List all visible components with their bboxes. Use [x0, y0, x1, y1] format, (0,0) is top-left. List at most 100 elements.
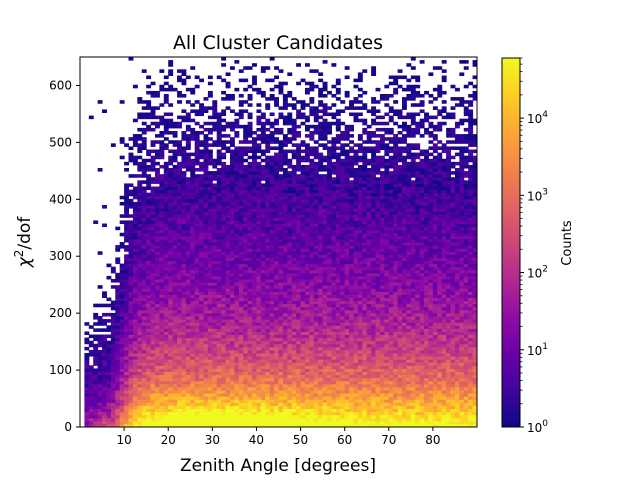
heatmap-cell: [282, 294, 288, 298]
heatmap-cell: [243, 248, 249, 252]
heatmap-cell: [106, 349, 112, 354]
heatmap-cell: [124, 201, 130, 206]
heatmap-cell: [203, 408, 209, 413]
heatmap-cell: [203, 195, 209, 200]
heatmap-cell: [119, 300, 125, 305]
heatmap-cell: [274, 316, 279, 320]
heatmap-cell: [146, 374, 152, 379]
heatmap-cell: [322, 232, 328, 237]
heatmap-cell: [304, 186, 310, 191]
heatmap-cell: [185, 411, 191, 416]
heatmap-cell: [243, 214, 249, 218]
heatmap-cell: [247, 205, 253, 209]
heatmap-cell: [291, 189, 297, 194]
heatmap-cell: [252, 337, 257, 342]
heatmap-cell: [225, 300, 231, 305]
heatmap-cell: [203, 316, 209, 320]
heatmap-cell: [247, 309, 253, 314]
heatmap-cell: [172, 402, 178, 406]
heatmap-cell: [296, 420, 302, 425]
heatmap-cell: [150, 251, 156, 255]
heatmap-cell: [216, 174, 222, 178]
heatmap-cell: [318, 380, 324, 385]
heatmap-cell: [287, 201, 293, 206]
heatmap-cell: [313, 393, 319, 397]
heatmap-cell: [203, 353, 209, 357]
heatmap-cell: [119, 365, 125, 369]
heatmap-cell: [194, 319, 200, 323]
heatmap-cell: [154, 294, 160, 298]
heatmap-cell: [146, 208, 152, 212]
heatmap-cell: [141, 393, 147, 397]
heatmap-cell: [203, 143, 209, 147]
heatmap-cell: [304, 288, 310, 292]
heatmap-cell: [265, 205, 271, 209]
heatmap-cell: [318, 337, 324, 342]
heatmap-cell: [141, 275, 147, 280]
heatmap-cell: [150, 140, 156, 144]
heatmap-cell: [88, 399, 94, 403]
heatmap-cell: [238, 235, 244, 240]
heatmap-cell: [234, 235, 240, 240]
heatmap-cell: [269, 121, 275, 126]
heatmap-cell: [168, 288, 174, 292]
heatmap-cell: [216, 411, 222, 416]
heatmap-cell: [146, 100, 152, 104]
heatmap-cell: [260, 334, 266, 339]
heatmap-cell: [229, 155, 235, 160]
heatmap-cell: [247, 368, 253, 372]
heatmap-cell: [256, 346, 262, 351]
heatmap-cell: [181, 405, 187, 409]
heatmap-cell: [243, 263, 249, 268]
heatmap-cell: [318, 377, 324, 382]
heatmap-cell: [300, 390, 306, 394]
heatmap-cell: [247, 146, 253, 150]
heatmap-cell: [318, 297, 324, 302]
heatmap-cell: [199, 408, 205, 413]
heatmap-cell: [159, 386, 165, 391]
heatmap-cell: [260, 279, 266, 283]
heatmap-cell: [291, 152, 297, 157]
heatmap-cell: [287, 312, 293, 317]
heatmap-cell: [150, 368, 156, 372]
heatmap-cell: [229, 288, 235, 292]
heatmap-cell: [313, 115, 319, 120]
heatmap-cell: [234, 303, 240, 308]
heatmap-cell: [247, 399, 253, 403]
heatmap-cell: [177, 294, 182, 298]
heatmap-cell: [256, 121, 262, 126]
heatmap-cell: [190, 306, 196, 311]
heatmap-cell: [300, 353, 306, 357]
heatmap-cell: [291, 291, 297, 295]
heatmap-cell: [243, 78, 249, 83]
heatmap-cell: [229, 414, 235, 419]
heatmap-cell: [216, 282, 222, 286]
heatmap-cell: [207, 205, 213, 209]
heatmap-cell: [124, 248, 130, 252]
heatmap-cell: [221, 316, 227, 320]
heatmap-cell: [229, 334, 235, 339]
heatmap-cell: [137, 371, 143, 376]
heatmap-cell: [137, 201, 143, 206]
heatmap-cell: [238, 201, 244, 206]
heatmap-cell: [300, 78, 306, 83]
heatmap-cell: [291, 306, 297, 311]
heatmap-cell: [229, 396, 235, 400]
heatmap-cell: [119, 414, 125, 419]
heatmap-cell: [238, 356, 244, 360]
heatmap-cell: [234, 282, 240, 286]
heatmap-cell: [207, 396, 213, 400]
heatmap-cell: [177, 346, 182, 351]
heatmap-cell: [159, 322, 165, 326]
heatmap-cell: [265, 316, 271, 320]
heatmap-cell: [296, 115, 302, 120]
heatmap-cell: [185, 371, 191, 376]
heatmap-cell: [163, 374, 169, 379]
heatmap-cell: [322, 275, 328, 280]
heatmap-cell: [313, 211, 319, 215]
heatmap-cell: [154, 325, 160, 329]
heatmap-cell: [212, 217, 218, 221]
heatmap-cell: [212, 346, 218, 351]
heatmap-cell: [309, 300, 315, 305]
heatmap-cell: [313, 251, 319, 255]
